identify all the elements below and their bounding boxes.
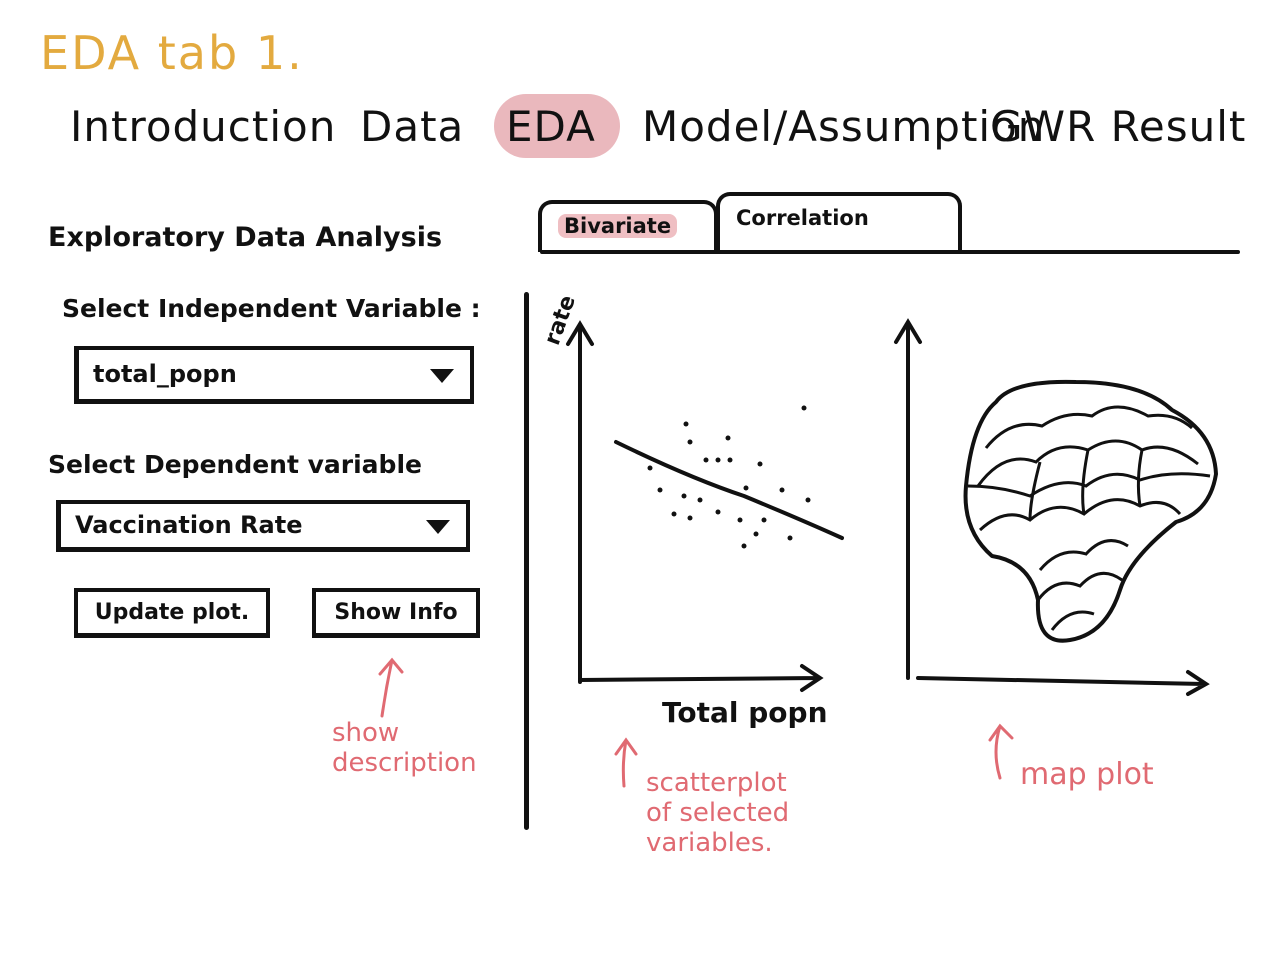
nav-item-eda[interactable]: EDA: [506, 102, 596, 151]
trend-line: [614, 440, 844, 540]
tab-correlation-label: Correlation: [736, 206, 869, 230]
dependent-variable-select[interactable]: Vaccination Rate: [56, 500, 470, 552]
tab-bivariate[interactable]: Bivariate: [538, 200, 718, 252]
independent-variable-label: Select Independent Variable :: [62, 294, 481, 323]
nav-item-data[interactable]: Data: [360, 102, 465, 151]
annotation-map-plot: map plot: [1020, 757, 1154, 792]
chevron-down-icon: [426, 519, 450, 534]
show-info-button[interactable]: Show Info: [312, 588, 480, 638]
tab-correlation[interactable]: Correlation: [716, 192, 962, 252]
panel-divider: [524, 292, 529, 830]
update-plot-button[interactable]: Update plot.: [74, 588, 270, 638]
x-axis: [578, 664, 824, 692]
dependent-variable-value: Vaccination Rate: [75, 511, 303, 539]
scatter-x-label: Total popn: [662, 696, 828, 729]
map-y-axis: [894, 318, 922, 680]
nav-item-model-assumption[interactable]: Model/Assumption: [642, 102, 1046, 151]
annotation-arrow-icon: [378, 657, 404, 718]
dependent-variable-label: Select Dependent variable: [48, 450, 422, 479]
tab-bivariate-label: Bivariate: [558, 214, 678, 238]
nav-item-gwr-result[interactable]: GWR Result: [990, 102, 1247, 151]
map-x-axis: [916, 670, 1210, 696]
active-nav-highlight: [494, 94, 620, 158]
sketch-title: EDA tab 1.: [40, 26, 304, 80]
scatter-points: [647, 405, 811, 549]
scatterplot: [566, 320, 844, 692]
annotation-arrow-icon: [988, 723, 1014, 780]
independent-variable-value: total_popn: [93, 360, 237, 388]
annotation-arrow-icon: [614, 737, 638, 788]
annotation-scatterplot: scatterplot of selected variables.: [646, 768, 790, 858]
sidebar-heading: Exploratory Data Analysis: [48, 222, 443, 253]
nav-item-introduction[interactable]: Introduction: [70, 102, 337, 151]
top-nav: Introduction Data EDA Model/Assumption G…: [70, 94, 1260, 172]
annotation-show-description: show description: [332, 718, 477, 778]
tab-baseline: [540, 250, 1240, 254]
y-axis: [566, 320, 594, 684]
map-subregions: [967, 405, 1211, 631]
chevron-down-icon: [430, 368, 454, 383]
map-plot: [894, 318, 1218, 696]
independent-variable-select[interactable]: total_popn: [74, 346, 474, 404]
